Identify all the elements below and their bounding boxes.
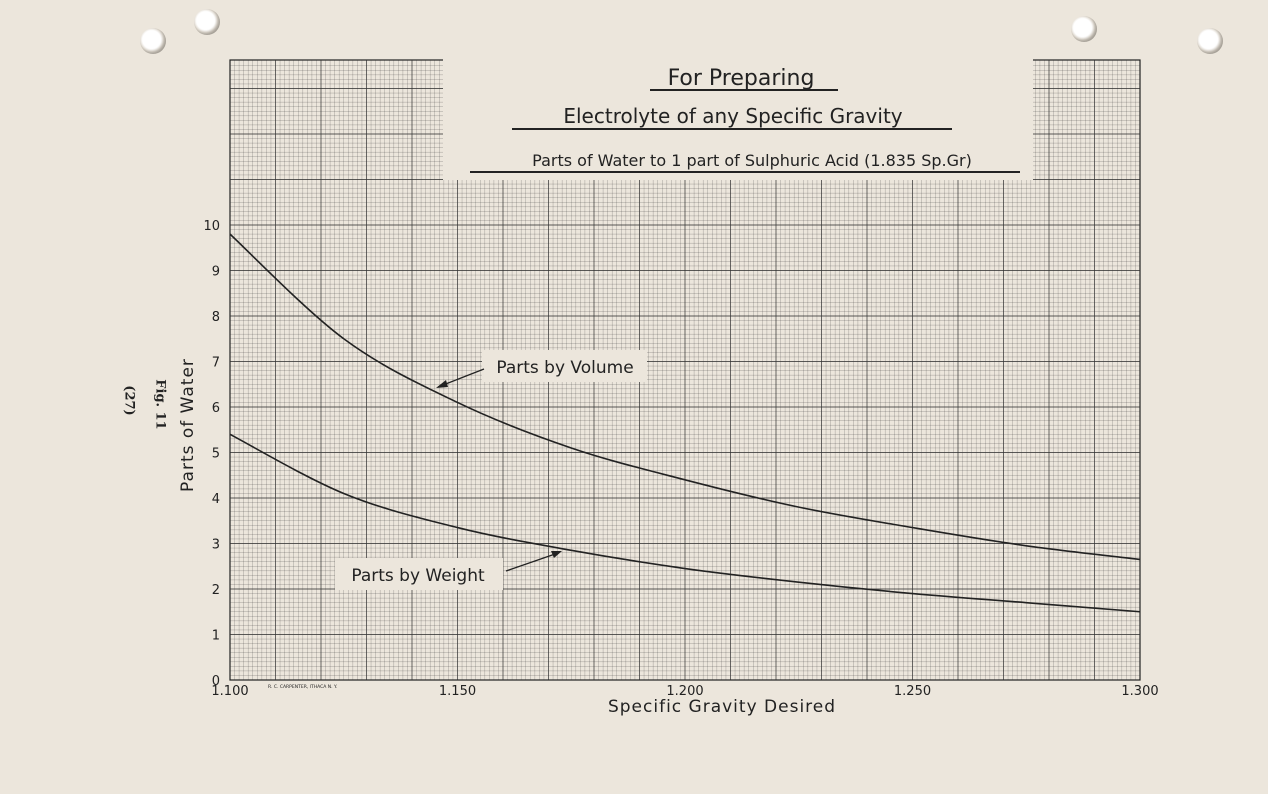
y-tick-label: 5 — [212, 447, 220, 462]
series-label-weight: Parts by Weight — [351, 566, 485, 586]
x-axis-label: Specific Gravity Desired — [608, 697, 836, 717]
y-tick-label: 2 — [212, 583, 220, 598]
x-tick-label: 1.100 — [211, 684, 248, 699]
series-label-volume: Parts by Volume — [496, 358, 633, 378]
binder-hole — [194, 9, 220, 35]
y-tick-label: 1 — [212, 629, 220, 644]
x-tick-label: 1.300 — [1121, 684, 1158, 699]
curve-parts-by-weight — [229, 433, 1141, 613]
x-tick-label: 1.200 — [666, 684, 703, 699]
page-number: (27) — [121, 385, 137, 416]
y-tick-label: 3 — [212, 538, 220, 553]
y-tick-label: 6 — [212, 401, 220, 416]
arrow-weight — [505, 552, 559, 572]
label-box-weight — [335, 558, 503, 590]
x-tick-label: 1.250 — [894, 684, 931, 699]
label-box-volume — [482, 350, 647, 382]
y-axis-label: Parts of Water — [178, 358, 198, 492]
y-tick-label: 4 — [212, 492, 220, 507]
figure-number: Fig. 11 — [152, 379, 168, 430]
binder-hole — [1071, 16, 1097, 42]
y-tick-label: 7 — [212, 356, 220, 371]
arrowhead-volume — [436, 380, 448, 388]
y-tick-label: 8 — [212, 310, 220, 325]
y-tick-label: 9 — [212, 265, 220, 280]
tick-labels: 1.100 1.150 1.200 1.250 1.300 0 1 2 3 4 5 6 7 8 9 10 — [203, 219, 1158, 699]
chart-subtitle: Electrolyte of any Specific Gravity — [563, 104, 902, 128]
chart-title: For Preparing — [668, 66, 815, 91]
binder-hole — [140, 28, 166, 54]
y-tick-label: 10 — [203, 219, 220, 234]
curve-parts-by-volume — [229, 233, 1141, 561]
y-tick-label: 0 — [212, 674, 220, 689]
printer-imprint: R. C. CARPENTER, ITHACA N. Y. — [268, 684, 337, 690]
chart-subtitle-2: Parts of Water to 1 part of Sulphuric Ac… — [532, 151, 972, 170]
title-box — [443, 58, 1033, 180]
arrowhead-weight — [551, 551, 562, 558]
curves — [229, 233, 1141, 613]
binder-hole — [1197, 28, 1223, 54]
x-tick-label: 1.150 — [439, 684, 476, 699]
